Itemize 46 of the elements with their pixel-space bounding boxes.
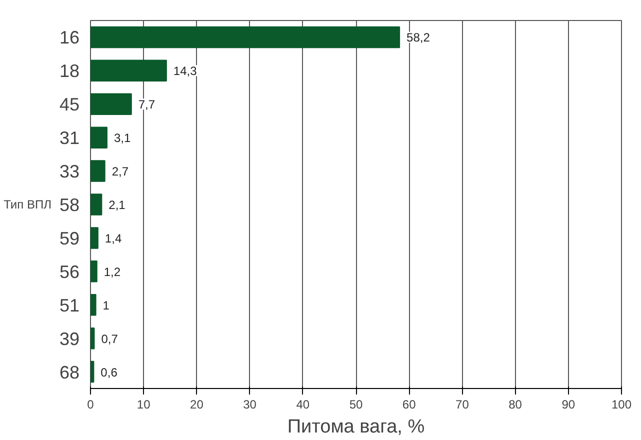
y-axis-title: Тип ВПЛ [4, 198, 52, 212]
x-tick-label: 90 [562, 398, 576, 412]
x-tick-label: 10 [136, 398, 151, 412]
data-label: 0,6 [100, 365, 118, 380]
y-tick-label: 18 [59, 61, 80, 82]
y-tick-label: 31 [59, 128, 80, 148]
x-tick-label: 60 [402, 398, 416, 412]
y-tick-label: 16 [59, 28, 80, 48]
data-label: 1,2 [104, 264, 121, 279]
y-tick-label: 51 [59, 295, 80, 316]
data-label: 1 [102, 298, 110, 312]
y-tick-label: 45 [59, 94, 80, 115]
bar [90, 227, 98, 249]
bar [90, 360, 94, 383]
data-label: 0,7 [101, 332, 118, 346]
data-label: 2,1 [108, 198, 126, 212]
bar [90, 260, 98, 282]
y-tick-label: 68 [59, 362, 80, 382]
x-tick-label: 50 [349, 398, 363, 412]
bar [90, 294, 96, 316]
data-label: 7,7 [138, 98, 156, 112]
y-tick-label: 39 [59, 328, 80, 349]
bar [90, 160, 106, 182]
x-tick-label: 80 [508, 398, 522, 412]
y-tick-label: 33 [59, 162, 80, 182]
x-tick-label: 40 [296, 398, 310, 412]
bar [90, 194, 102, 216]
data-label: 3,1 [114, 131, 131, 146]
data-label: 14,3 [173, 64, 198, 78]
data-label: 1,4 [104, 231, 122, 246]
x-tick-label: 100 [611, 398, 632, 412]
bar [90, 126, 108, 148]
x-axis-title: Питома вага, % [287, 416, 425, 438]
data-label: 2,7 [112, 164, 129, 179]
bar [90, 60, 167, 82]
y-tick-label: 58 [59, 195, 80, 215]
x-tick-label: 70 [456, 398, 470, 412]
x-tick-label: 20 [190, 398, 204, 412]
y-tick-label: 56 [59, 262, 80, 282]
bar [90, 93, 132, 116]
bar [90, 327, 95, 350]
data-label: 58,2 [406, 30, 430, 45]
x-tick-label: 30 [243, 398, 257, 412]
x-tick-label: 0 [87, 398, 94, 412]
y-tick-label: 59 [59, 228, 80, 248]
bar [90, 26, 400, 48]
